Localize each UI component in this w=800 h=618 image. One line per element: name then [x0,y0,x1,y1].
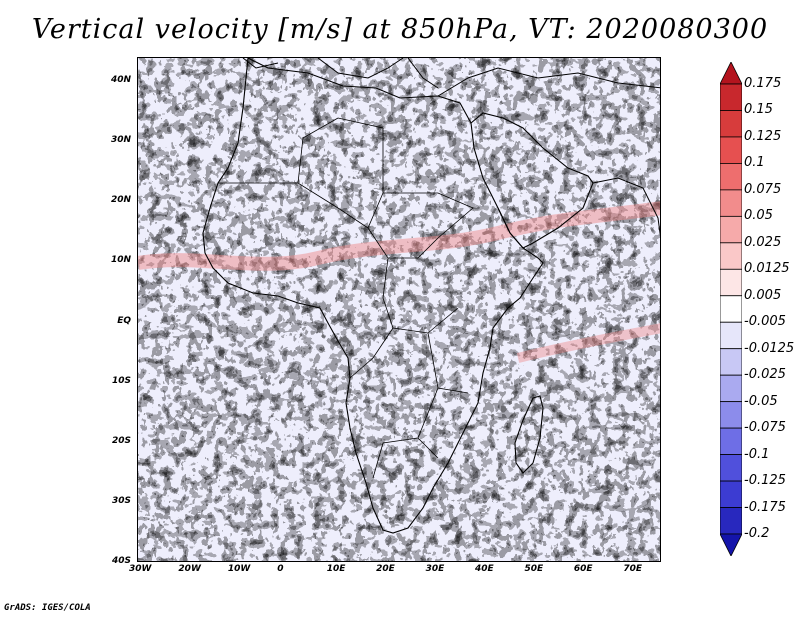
lat-tick-label: 10N [110,255,131,266]
lat-tick-label: 40N [110,75,131,86]
colorbar-label: 0.0125 [744,261,790,277]
colorbar-label: -0.05 [744,393,778,409]
field-ascent-layer [138,58,660,561]
colorbar-swatch [720,215,742,244]
lon-tick-label: 30W [129,564,152,574]
lon-tick-label: 0 [277,564,284,574]
colorbar-label: 0.005 [744,287,782,303]
lat-tick-label: 10S [111,375,131,386]
colorbar-swatch [720,348,742,376]
colorbar-label: 0.175 [744,76,782,91]
lat-tick-label: 30N [110,135,131,146]
lat-tick-label: 40S [111,556,131,566]
colorbar-swatch [720,242,742,270]
colorbar-swatch [720,480,742,508]
madagascar-coastline [514,395,544,474]
colorbar-swatch [720,110,742,138]
colorbar-label: 0.075 [744,181,782,197]
asia-coastline [437,67,660,237]
colorbar-label: 0.05 [744,208,773,224]
colorbar-label: 0.125 [744,128,782,144]
colorbar-swatch [720,533,742,556]
lat-tick-label: 20N [110,195,131,206]
colorbar-swatch [720,136,742,164]
lon-tick-label: 50E [524,564,544,574]
lon-tick-label: 20W [178,564,201,574]
lon-tick-label: 10W [227,564,251,574]
lat-tick-label: 20S [111,435,131,446]
africa-coastline [202,58,544,534]
ascent-band-indian-ocean [516,323,660,363]
colorbar-label: -0.0125 [744,340,795,356]
lon-tick-label: 40E [475,564,494,574]
arabia-coastline [470,112,594,249]
colorbar-swatch [720,507,742,535]
map-panel [137,57,661,562]
colorbar-label: -0.005 [744,314,786,330]
lon-tick-label: 60E [573,564,593,574]
colorbar-swatch [720,83,742,111]
lon-tick-label: 30E [425,564,445,574]
lat-tick-label: EQ [117,315,131,326]
colorbar-swatch [720,401,742,429]
ascent-band [138,201,660,271]
colorbar-label: 0.15 [744,102,773,118]
credit-text: GrADS: IGES/COLA [4,603,91,613]
colorbar-swatch [720,189,742,217]
colorbar-swatch [720,374,742,403]
colorbar-label: 0.025 [744,234,782,250]
colorbar-label: -0.1 [744,446,770,462]
colorbar-label: -0.2 [744,526,770,541]
colorbar-swatch [720,295,742,323]
colorbar-swatch [720,321,742,350]
colorbar-label: -0.025 [744,367,786,383]
country-borders [218,117,474,479]
colorbar-swatch [720,268,742,297]
colorbar-label: -0.175 [744,499,786,515]
colorbar-label: 0.1 [744,155,765,171]
lon-tick-label: 70E [623,564,643,574]
colorbar-swatch [720,454,742,482]
lon-tick-label: 10E [326,564,346,574]
colorbar-swatch [720,163,742,191]
chart-title: Vertical velocity [m/s] at 850hPa, VT: 2… [31,14,769,45]
colorbar-label: -0.075 [744,420,786,436]
colorbar [720,62,742,556]
map-canvas [138,58,660,561]
colorbar-label: -0.125 [744,473,786,489]
colorbar-swatch [720,427,742,455]
lon-tick-label: 20E [376,564,395,574]
europe-coastline [242,58,439,89]
lat-tick-label: 30S [111,495,131,506]
colorbar-swatch [720,62,742,85]
